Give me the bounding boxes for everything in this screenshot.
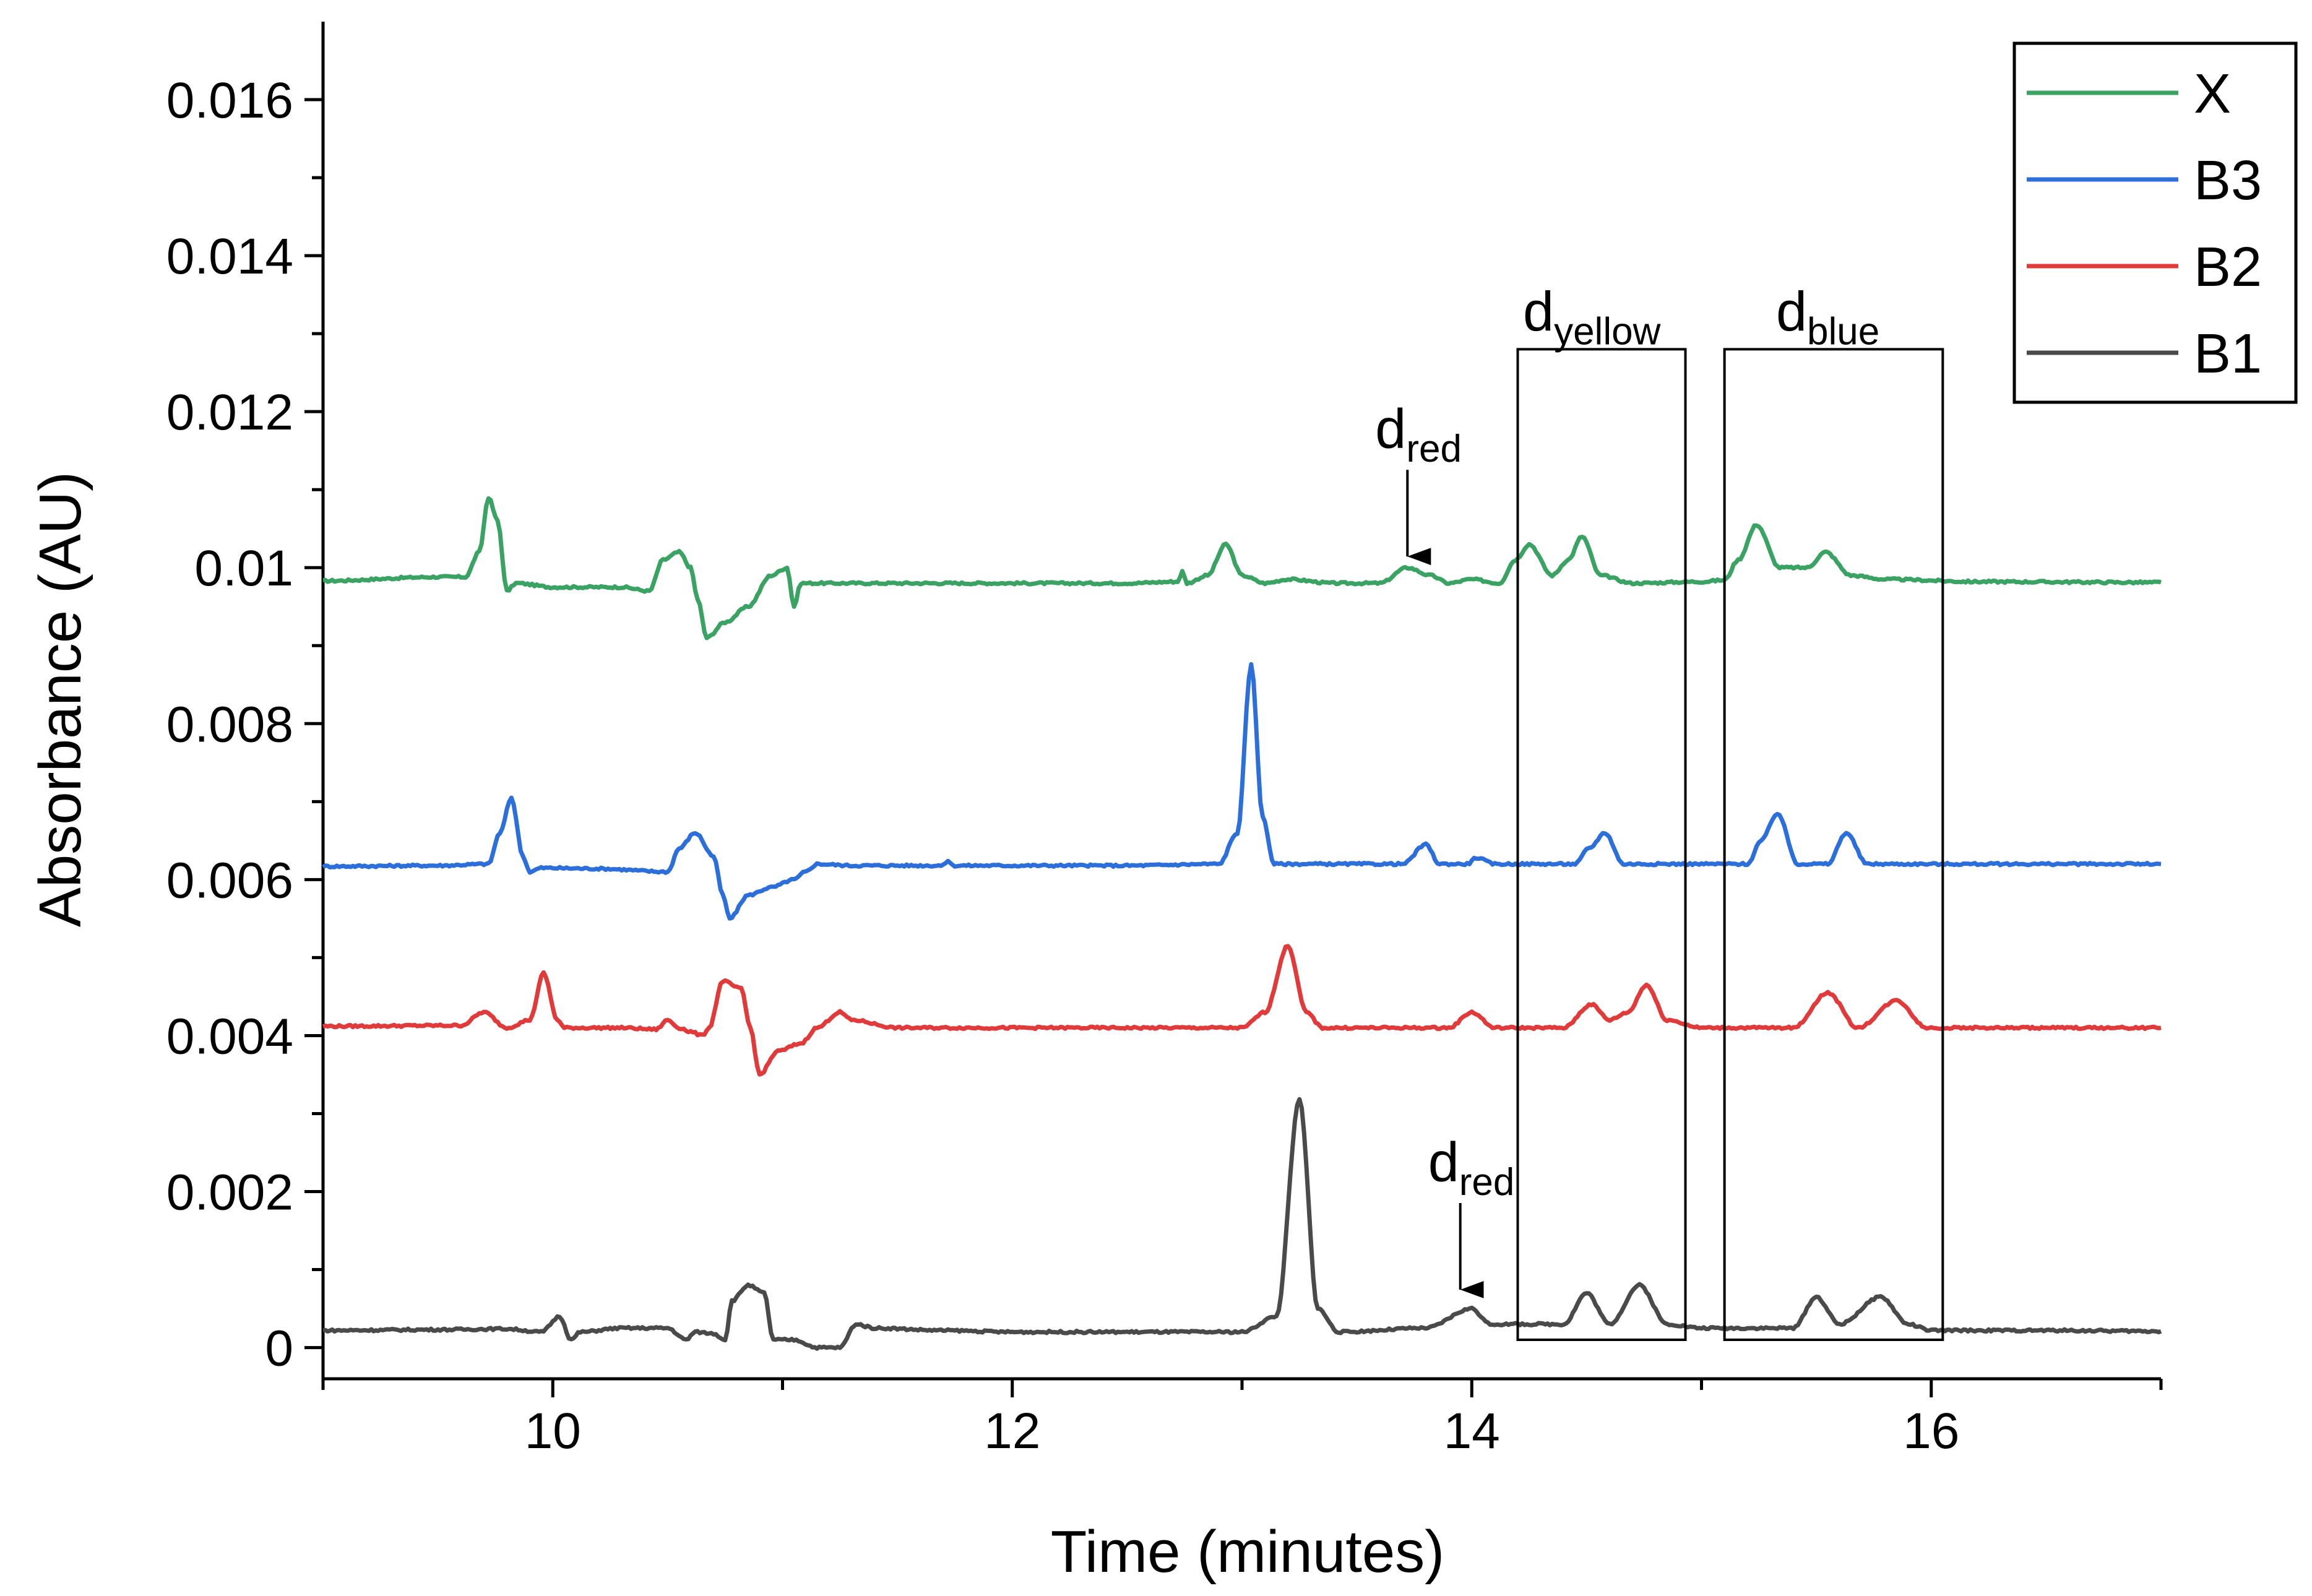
x-tick-label: 16 [1903,1403,1959,1459]
series-line-b1 [322,1097,2162,1351]
series-lines [322,496,2162,1351]
x-axis-title: Time (minutes) [1051,1519,1445,1585]
y-tick-label: 0.002 [166,1165,293,1221]
y-tick-label: 0.014 [166,228,293,285]
series-line-b2 [322,944,2162,1077]
x-tick-label: 12 [984,1403,1040,1459]
annotation-box-d_blue [1723,348,1944,1341]
y-axis: 0 0.002 0.004 0.006 0.008 0.01 0.012 0.014 0.016 [166,22,325,1379]
y-axis-title: Absorbance (AU) [27,472,93,927]
y-tick-label: 0.012 [166,384,293,441]
annotation-label-d_blue: dblue [1776,281,1879,353]
legend-box [2012,41,2298,404]
legend-label-b3: B3 [2194,150,2262,212]
annotation-label-d_red_top: dred [1375,399,1462,470]
legend-label-x: X [2194,63,2231,125]
y-tick-label: 0 [265,1321,293,1377]
x-tick-label: 10 [525,1403,581,1459]
y-tick-label: 0.004 [166,1008,293,1064]
annotations: dred dred dyellow dblue [1375,281,1944,1341]
series-line-b3 [322,662,2162,921]
y-tick-label: 0.01 [194,540,293,597]
legend: X B3 B2 B1 [2012,41,2298,404]
annotation-label-d_red_bottom: dred [1428,1132,1515,1204]
x-tick-label: 14 [1444,1403,1500,1459]
annotation-box-d_yellow [1516,348,1687,1341]
annotation-label-d_yellow: dyellow [1523,281,1661,353]
y-tick-label: 0.006 [166,852,293,908]
legend-label-b2: B2 [2194,236,2262,298]
y-tick-label: 0.008 [166,696,293,753]
x-axis: 10 12 14 16 [321,1377,2163,1459]
legend-label-b1: B1 [2194,323,2262,385]
y-tick-label: 0.016 [166,72,293,129]
series-line-x [322,496,2162,641]
